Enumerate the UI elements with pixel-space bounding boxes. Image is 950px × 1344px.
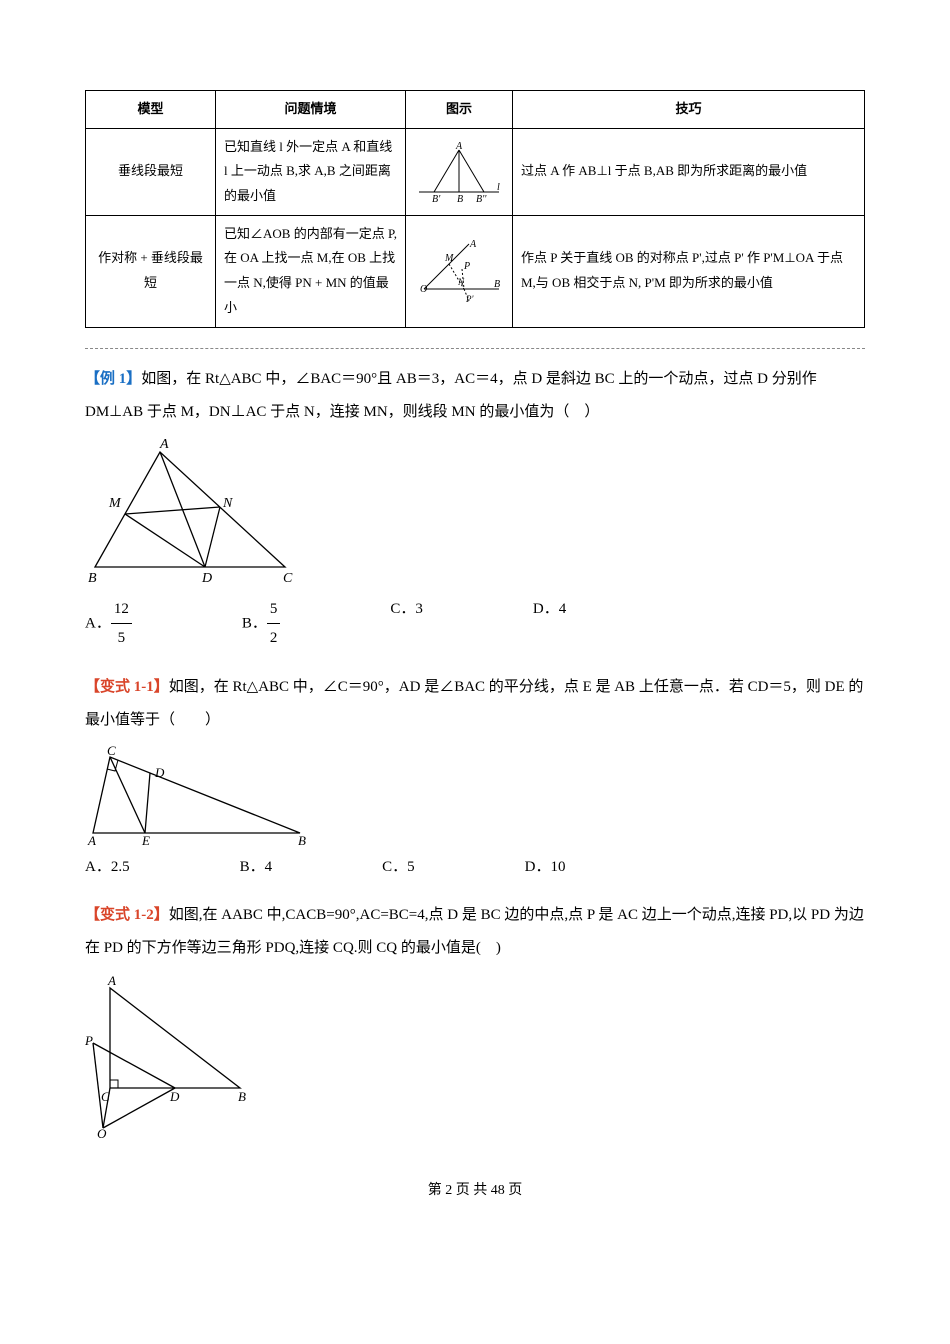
th-model: 模型 [86, 91, 216, 129]
figure-var12-svg: A P C D B Q [85, 973, 255, 1138]
svg-text:l: l [497, 182, 500, 193]
option-a: A．125 [85, 595, 132, 653]
example-1-label: 【例 1】 [85, 371, 141, 387]
svg-text:O: O [420, 284, 427, 295]
svg-text:P: P [463, 261, 470, 272]
variant-1-2-text: 如图,在 AABC 中,CACB=90°,AC=BC=4,点 D 是 BC 边的… [85, 907, 864, 956]
svg-text:C: C [107, 745, 116, 758]
option-d-v11: D．10 [525, 853, 566, 882]
figure-ex1-svg: A M N B D C [85, 437, 305, 587]
option-b-v11: B．4 [240, 853, 273, 882]
option-d: D．4 [533, 595, 566, 653]
divider [85, 348, 865, 349]
variant-1-2: 【变式 1-2】如图,在 AABC 中,CACB=90°,AC=BC=4,点 D… [85, 899, 865, 965]
variant-1-1: 【变式 1-1】如图，在 Rt△ABC 中，∠C＝90°，AD 是∠BAC 的平… [85, 671, 865, 737]
cell-technique-2: 作点 P 关于直线 OB 的对称点 P',过点 P' 作 P'M⊥OA 于点 M… [513, 215, 865, 327]
example-1-text: 如图，在 Rt△ABC 中，∠BAC＝90°且 AB＝3，AC＝4，点 D 是斜… [85, 371, 817, 420]
th-situation: 问题情境 [216, 91, 406, 129]
cell-situation-1: 已知直线 l 外一定点 A 和直线 l 上一动点 B,求 A,B 之间距离的最小… [216, 128, 406, 215]
options-var11: A．2.5 B．4 C．5 D．10 [85, 853, 865, 882]
figure-ex1: A M N B D C [85, 437, 865, 587]
svg-text:B'': B'' [476, 194, 487, 202]
svg-text:N: N [457, 277, 465, 287]
option-c-v11: C．5 [382, 853, 415, 882]
table-row: 垂线段最短 已知直线 l 外一定点 A 和直线 l 上一动点 B,求 A,B 之… [86, 128, 865, 215]
svg-text:P: P [85, 1033, 93, 1048]
svg-text:B: B [457, 194, 463, 202]
svg-text:B: B [494, 279, 500, 290]
svg-text:A: A [107, 973, 116, 988]
th-diagram: 图示 [406, 91, 513, 129]
svg-text:A: A [455, 142, 463, 152]
svg-text:D: D [169, 1089, 180, 1104]
table-row: 作对称 + 垂线段最短 已知∠AOB 的内部有一定点 P,在 OA 上找一点 M… [86, 215, 865, 327]
svg-text:A: A [159, 437, 169, 452]
option-b: B．52 [242, 595, 281, 653]
svg-text:N: N [222, 496, 233, 511]
example-1: 【例 1】如图，在 Rt△ABC 中，∠BAC＝90°且 AB＝3，AC＝4，点… [85, 363, 865, 429]
variant-1-1-label: 【变式 1-1】 [85, 679, 169, 695]
svg-text:M: M [108, 496, 122, 511]
svg-text:B': B' [432, 194, 441, 202]
cell-technique-1: 过点 A 作 AB⊥l 于点 B,AB 即为所求距离的最小值 [513, 128, 865, 215]
option-a-v11: A．2.5 [85, 853, 130, 882]
svg-text:B: B [298, 833, 306, 845]
svg-text:E: E [141, 833, 150, 845]
variant-1-2-label: 【变式 1-2】 [85, 907, 169, 923]
svg-text:A: A [87, 833, 96, 845]
cell-diagram-1: A B' B B'' l [406, 128, 513, 215]
svg-text:Q: Q [97, 1126, 107, 1138]
variant-1-1-text: 如图，在 Rt△ABC 中，∠C＝90°，AD 是∠BAC 的平分线，点 E 是… [85, 679, 863, 728]
svg-text:D: D [201, 571, 212, 586]
cell-diagram-2: A M P O N B P' [406, 215, 513, 327]
options-ex1: A．125 B．52 C．3 D．4 [85, 595, 865, 653]
figure-var11: C D A E B [85, 745, 865, 845]
svg-text:B: B [88, 571, 97, 586]
diagram-1: A B' B B'' l [414, 142, 504, 202]
page-footer: 第 2 页 共 48 页 [85, 1178, 865, 1205]
th-technique: 技巧 [513, 91, 865, 129]
diagram-2: A M P O N B P' [414, 239, 504, 304]
svg-text:A: A [469, 239, 477, 250]
svg-text:D: D [154, 765, 165, 780]
svg-text:M: M [444, 253, 454, 264]
option-c: C．3 [390, 595, 423, 653]
figure-var12: A P C D B Q [85, 973, 865, 1138]
cell-situation-2: 已知∠AOB 的内部有一定点 P,在 OA 上找一点 M,在 OB 上找一点 N… [216, 215, 406, 327]
svg-text:P': P' [465, 294, 474, 304]
cell-model-2: 作对称 + 垂线段最短 [86, 215, 216, 327]
svg-text:B: B [238, 1089, 246, 1104]
svg-text:C: C [283, 571, 293, 586]
cell-model-1: 垂线段最短 [86, 128, 216, 215]
summary-table: 模型 问题情境 图示 技巧 垂线段最短 已知直线 l 外一定点 A 和直线 l … [85, 90, 865, 328]
svg-text:C: C [101, 1089, 110, 1104]
figure-var11-svg: C D A E B [85, 745, 315, 845]
